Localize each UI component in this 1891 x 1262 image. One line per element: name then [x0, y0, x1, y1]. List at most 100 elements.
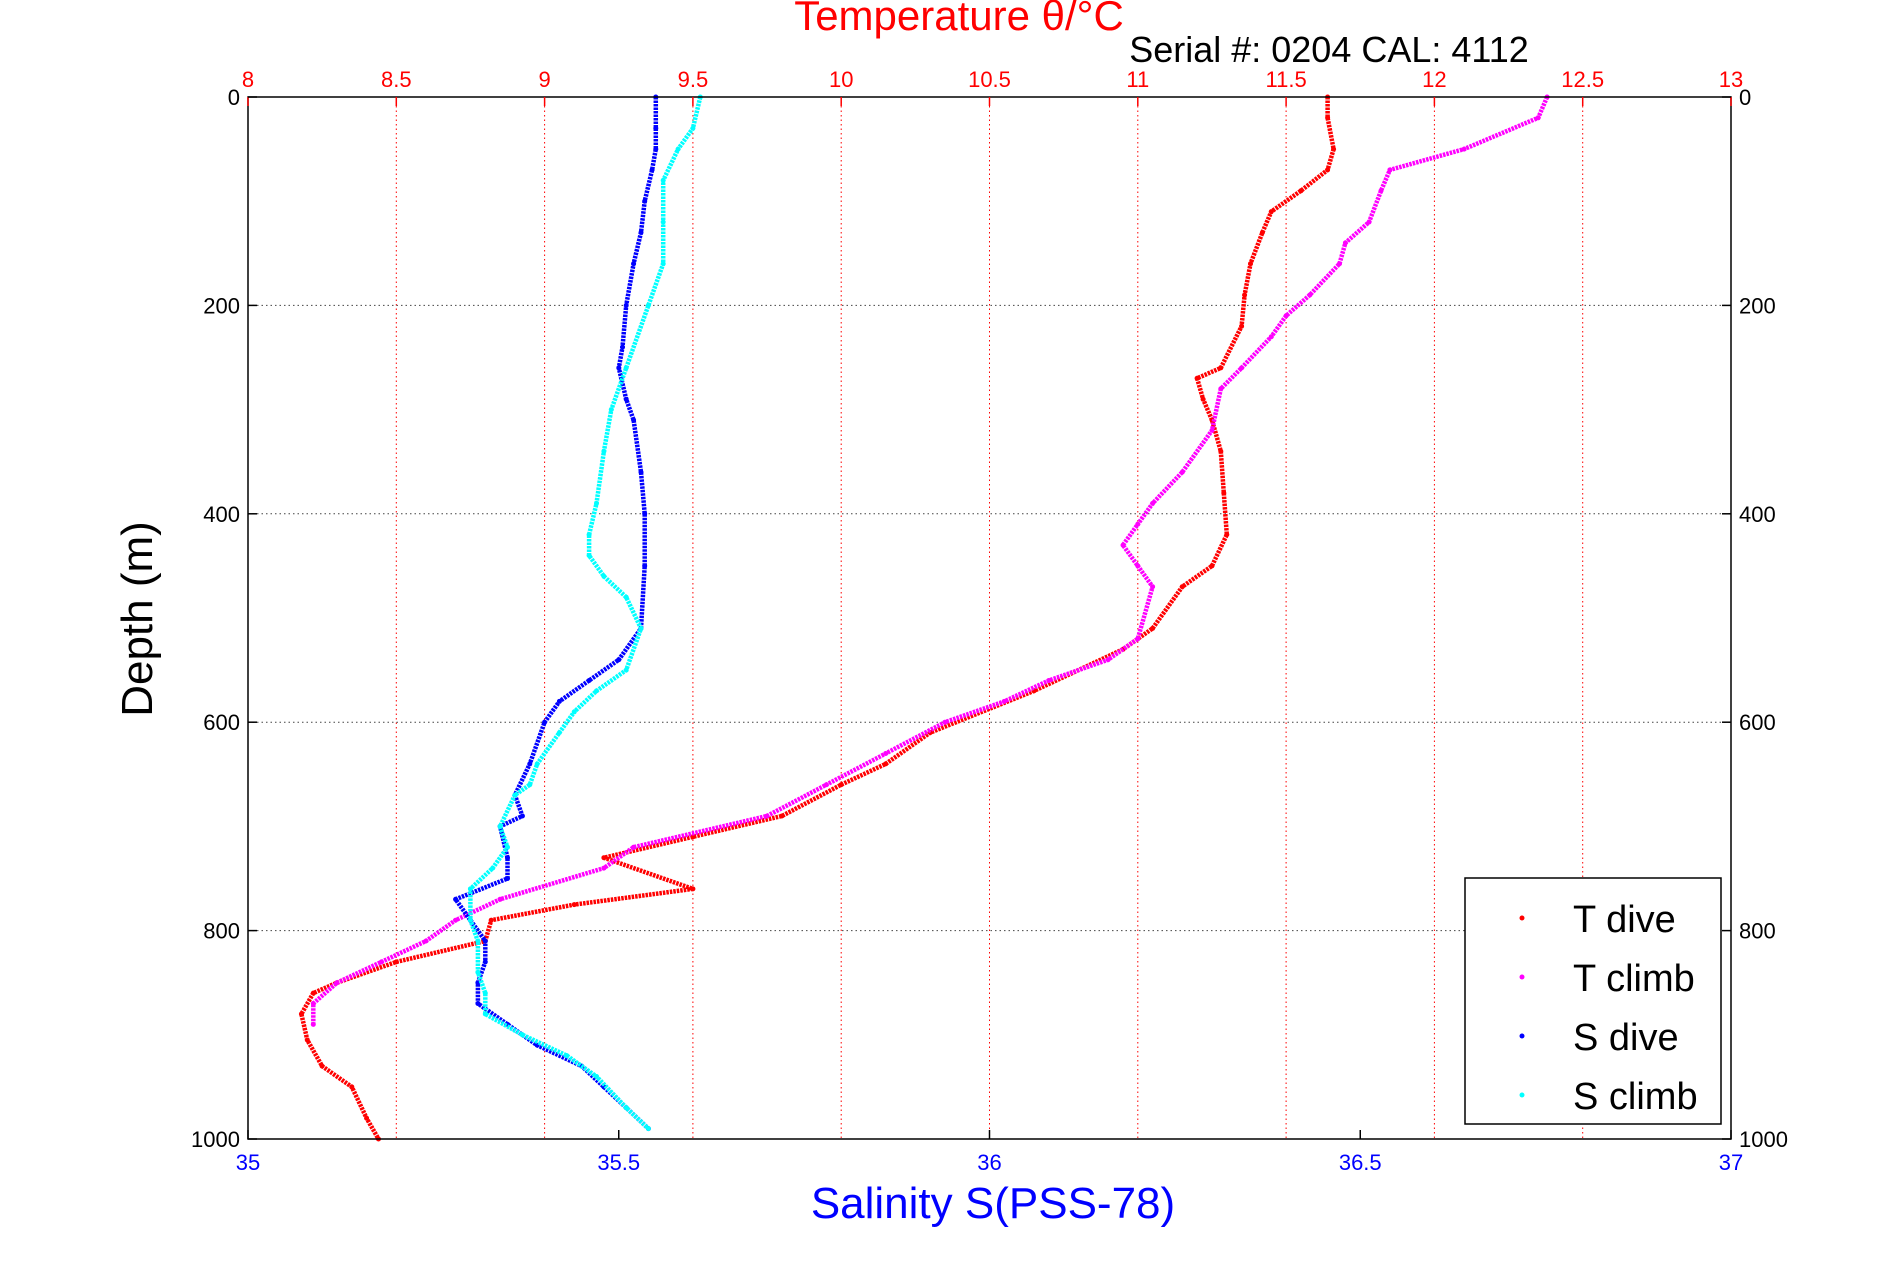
data-point	[594, 688, 599, 694]
data-point	[1307, 292, 1313, 298]
data-point	[620, 344, 625, 350]
data-point	[527, 761, 533, 767]
data-point	[564, 1053, 570, 1059]
data-point	[1331, 146, 1337, 152]
legend-box	[1464, 877, 1722, 1125]
depth-tick-label-right: 1000	[1739, 1127, 1788, 1152]
data-point	[645, 302, 651, 308]
data-point	[1325, 115, 1331, 121]
depth-tick-label-right: 400	[1739, 502, 1776, 527]
data-point	[1221, 490, 1227, 496]
data-point	[364, 1115, 370, 1121]
data-point	[1378, 188, 1384, 194]
data-point	[534, 761, 540, 767]
data-point	[1268, 209, 1274, 215]
data-point	[638, 230, 644, 235]
data-point	[623, 396, 629, 402]
depth-tick-label-right: 200	[1739, 293, 1776, 318]
axis-ticks: 8 8.5 9 9.5 10 10.5 11 11.5 12 12.5 13 35 35.5 36 36.5…	[191, 67, 1788, 1175]
data-point	[467, 917, 473, 923]
depth-tick-label-left: 600	[203, 710, 240, 735]
data-point	[310, 1001, 316, 1006]
data-point	[467, 886, 473, 892]
data-point	[1366, 219, 1372, 225]
data-point	[1387, 167, 1393, 173]
data-point	[601, 573, 607, 579]
temperature-tick-label: 12.5	[1561, 67, 1604, 92]
data-point	[823, 782, 829, 788]
data-point	[542, 719, 548, 725]
data-point	[1218, 448, 1224, 454]
data-point	[310, 990, 316, 996]
depth-tick-label-left: 1000	[191, 1127, 240, 1152]
data-point	[690, 886, 696, 892]
data-point	[586, 678, 592, 683]
data-point	[482, 1011, 488, 1017]
data-point	[601, 865, 607, 871]
data-point	[379, 959, 384, 965]
data-point	[453, 917, 459, 923]
y-axis-label: Depth (m)	[113, 521, 162, 717]
data-point	[505, 855, 510, 861]
data-point	[310, 1021, 316, 1027]
data-point	[838, 782, 844, 788]
depth-tick-label-left: 200	[203, 293, 240, 318]
data-point	[660, 219, 666, 225]
data-point	[488, 917, 494, 923]
data-point	[1218, 386, 1224, 392]
data-point	[423, 938, 429, 944]
salinity-tick-label: 35.5	[597, 1150, 640, 1175]
salinity-tick-label: 36.5	[1339, 1150, 1382, 1175]
data-point	[490, 865, 496, 871]
data-point	[1535, 115, 1541, 121]
data-point	[608, 407, 614, 413]
data-point	[601, 855, 607, 861]
depth-tick-label-right: 0	[1739, 85, 1751, 110]
legend-label: T climb	[1573, 958, 1695, 1000]
data-point	[519, 1032, 525, 1038]
data-point	[631, 261, 637, 267]
temperature-tick-label: 13	[1719, 67, 1743, 92]
data-point	[1239, 323, 1245, 329]
data-point	[453, 896, 459, 902]
temperature-tick-label: 11.5	[1266, 67, 1307, 92]
data-point	[482, 938, 488, 944]
data-point	[1342, 240, 1348, 246]
data-point	[1150, 625, 1156, 631]
data-point	[497, 896, 503, 902]
data-point	[690, 125, 696, 131]
data-point	[475, 969, 481, 975]
data-point	[334, 980, 340, 986]
data-point	[1120, 542, 1126, 548]
data-point	[505, 876, 510, 881]
data-point	[1209, 427, 1215, 433]
data-point	[594, 1074, 599, 1079]
data-point	[638, 625, 644, 631]
data-point	[690, 834, 696, 840]
data-point	[519, 813, 525, 819]
series-trace	[299, 97, 1336, 1141]
data-point	[1001, 698, 1007, 704]
data-point	[594, 500, 599, 506]
data-point	[482, 959, 488, 965]
data-point	[505, 844, 510, 850]
data-point	[1248, 261, 1253, 267]
data-point	[1283, 313, 1289, 319]
data-point	[482, 990, 488, 996]
x-axis-label: Salinity S(PSS-78)	[811, 1179, 1175, 1228]
data-point	[660, 177, 666, 183]
data-point	[623, 667, 629, 673]
temperature-tick-label: 12	[1422, 67, 1446, 92]
data-point	[631, 417, 637, 423]
series-t-climb	[310, 94, 1550, 1027]
series-s-dive	[453, 94, 659, 1132]
data-point	[883, 761, 889, 767]
data-point	[616, 365, 622, 371]
data-point	[1200, 396, 1206, 402]
data-point	[586, 532, 592, 538]
legend: T dive T climb S dive S climb	[1464, 877, 1722, 1125]
series-layer	[298, 94, 1550, 1142]
data-point	[675, 146, 681, 152]
data-point	[556, 730, 562, 736]
data-point	[883, 751, 889, 756]
